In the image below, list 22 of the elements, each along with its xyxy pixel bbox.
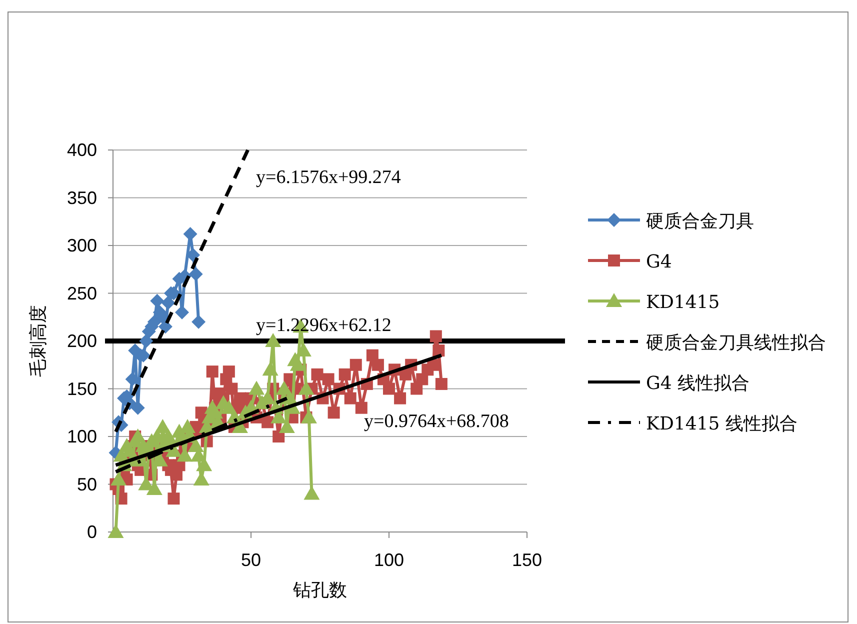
- y-axis-title: 毛刺高度: [28, 305, 49, 377]
- legend-label: G4 线性拟合: [646, 373, 750, 394]
- x-tick-label: 150: [512, 550, 542, 570]
- legend-label: 硬质合金刀具: [646, 211, 754, 232]
- legend-label: 硬质合金刀具线性拟合: [646, 332, 826, 354]
- y-tick-label: 0: [86, 522, 97, 542]
- annotation: y=6.1576x+99.274: [256, 167, 402, 188]
- legend-label: KD1415 线性拟合: [646, 414, 798, 434]
- y-tick-label: 150: [66, 378, 97, 399]
- x-tick-label: 50: [240, 550, 262, 570]
- x-tick-label: 100: [374, 550, 404, 570]
- x-axis-title: 钻孔数: [292, 580, 347, 601]
- y-tick-label: 250: [66, 283, 97, 304]
- y-tick-label: 350: [66, 188, 97, 208]
- legend-label: KD1415: [646, 292, 720, 313]
- y-tick-label: 300: [66, 236, 97, 256]
- y-tick-label: 50: [76, 474, 97, 494]
- y-tick-label: 100: [66, 426, 97, 446]
- legend-label: G4: [646, 252, 672, 272]
- y-tick-label: 400: [66, 140, 97, 160]
- annotation: y=0.9764x+68.708: [364, 411, 509, 432]
- y-tick-label: 200: [66, 331, 97, 351]
